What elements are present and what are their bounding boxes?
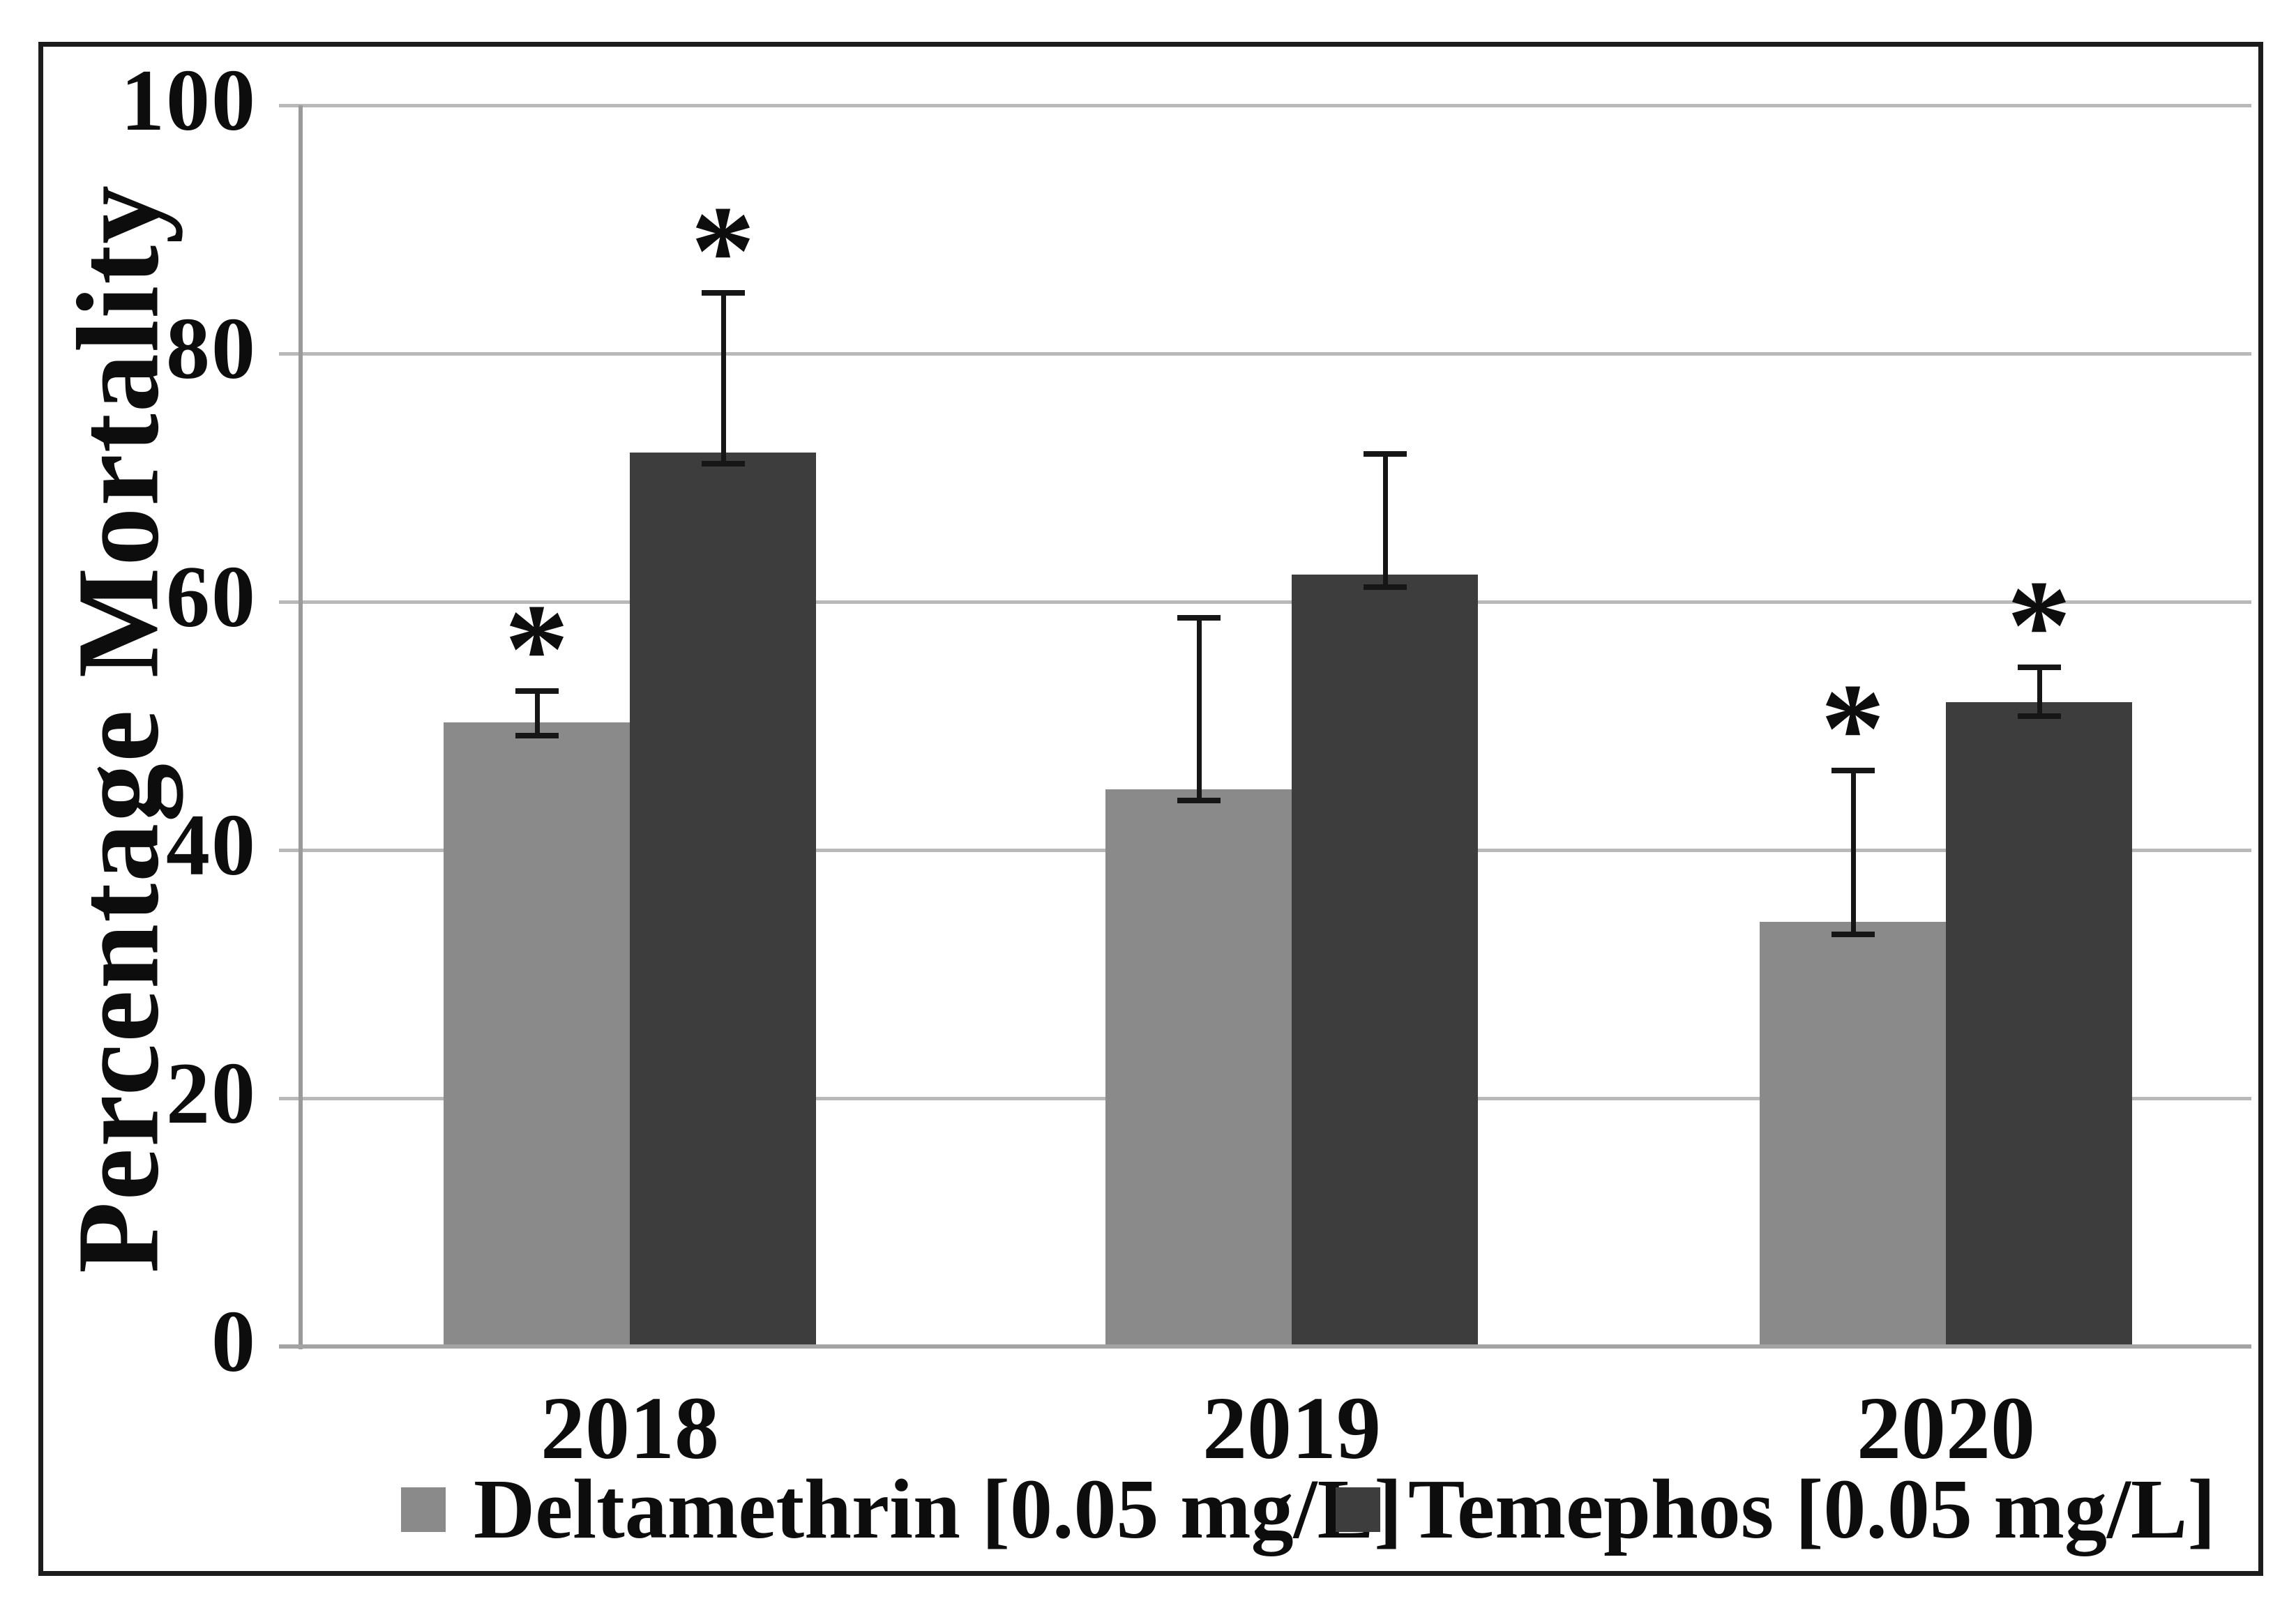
error-bar-cap-bottom — [1831, 932, 1875, 938]
legend-swatch — [401, 1487, 446, 1532]
bar-temephos-2019 — [1292, 574, 1478, 1349]
legend-item-temephos: Temephos [0.05 mg/L] — [1336, 1457, 2216, 1562]
error-bar — [1196, 618, 1202, 800]
error-bar-cap-bottom — [1177, 797, 1221, 803]
y-axis-line — [299, 105, 303, 1349]
y-tick-label-100: 100 — [121, 52, 257, 150]
error-bar-cap-top — [1177, 615, 1221, 621]
significance-asterisk: * — [504, 577, 569, 721]
error-bar-cap-bottom — [1363, 584, 1407, 590]
error-bar-cap-bottom — [515, 733, 559, 739]
x-tick-label-2020: 2020 — [1857, 1379, 2035, 1478]
y-tick-label-60: 60 — [166, 549, 257, 646]
error-bar-cap-top — [1831, 768, 1875, 774]
bar-deltamethrin-2018 — [444, 722, 630, 1349]
error-bar-cap-bottom — [2017, 713, 2061, 719]
error-bar-cap-top — [515, 688, 559, 695]
bar-temephos-2020 — [1946, 702, 2132, 1349]
error-bar — [1850, 771, 1856, 935]
error-bar-cap-top — [2017, 665, 2061, 671]
error-bar-cap-top — [1363, 451, 1407, 457]
y-tick-label-0: 0 — [211, 1293, 257, 1391]
significance-asterisk: * — [1820, 657, 1885, 800]
significance-asterisk: * — [2007, 554, 2071, 697]
error-bar — [534, 691, 540, 736]
legend-swatch — [1336, 1487, 1380, 1532]
y-tick-label-40: 40 — [166, 797, 257, 895]
x-tick-label-2019: 2019 — [1202, 1379, 1381, 1478]
x-axis-line — [279, 1344, 2251, 1349]
bar-deltamethrin-2019 — [1105, 789, 1292, 1349]
error-bar-cap-bottom — [701, 461, 745, 467]
error-bar — [1382, 454, 1388, 587]
error-bar-cap-top — [701, 289, 745, 296]
bar-temephos-2018 — [630, 453, 816, 1349]
gridline-100 — [279, 104, 2251, 107]
legend: Deltamethrin [0.05 mg/L] Temephos [0.05 m… — [0, 1457, 2296, 1562]
significance-asterisk: * — [690, 179, 755, 323]
x-tick-label-2018: 2018 — [541, 1379, 719, 1478]
gridline-80 — [279, 352, 2251, 356]
figure-border — [38, 42, 2263, 1576]
y-tick-label-80: 80 — [166, 301, 257, 398]
legend-label: Temephos [0.05 mg/L] — [1408, 1462, 2216, 1556]
legend-item-deltamethrin: Deltamethrin [0.05 mg/L] — [401, 1457, 1403, 1562]
gridline-60 — [279, 600, 2251, 604]
error-bar — [720, 292, 726, 464]
y-tick-label-20: 20 — [166, 1045, 257, 1143]
bar-deltamethrin-2020 — [1760, 922, 1946, 1349]
error-bar — [2037, 667, 2042, 716]
legend-label: Deltamethrin [0.05 mg/L] — [474, 1462, 1403, 1556]
